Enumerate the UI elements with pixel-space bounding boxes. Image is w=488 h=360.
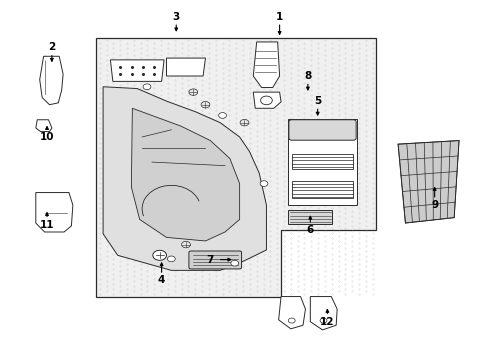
FancyBboxPatch shape xyxy=(188,251,241,269)
Polygon shape xyxy=(36,120,52,132)
Circle shape xyxy=(188,89,197,95)
Polygon shape xyxy=(96,39,375,297)
Circle shape xyxy=(240,120,248,126)
Bar xyxy=(288,119,356,205)
Bar xyxy=(291,154,352,169)
Text: 11: 11 xyxy=(40,220,54,230)
Polygon shape xyxy=(36,193,73,232)
Text: 7: 7 xyxy=(206,255,214,265)
Circle shape xyxy=(153,250,166,260)
Polygon shape xyxy=(40,56,63,105)
Circle shape xyxy=(143,84,151,90)
Text: 2: 2 xyxy=(48,42,56,52)
Text: 3: 3 xyxy=(172,12,180,22)
Circle shape xyxy=(288,318,295,323)
Text: 12: 12 xyxy=(320,317,334,327)
Text: 8: 8 xyxy=(304,71,311,81)
Bar xyxy=(291,181,352,198)
Circle shape xyxy=(260,96,272,105)
Polygon shape xyxy=(110,60,163,81)
Text: 1: 1 xyxy=(275,12,283,22)
Polygon shape xyxy=(278,297,305,329)
Text: 6: 6 xyxy=(306,225,313,235)
Text: 4: 4 xyxy=(158,275,165,285)
Circle shape xyxy=(218,113,226,118)
Polygon shape xyxy=(131,108,239,241)
Polygon shape xyxy=(397,140,458,223)
Text: 5: 5 xyxy=(313,96,321,106)
Text: 9: 9 xyxy=(430,200,437,210)
Circle shape xyxy=(167,256,175,262)
Circle shape xyxy=(260,181,267,186)
Polygon shape xyxy=(310,297,336,330)
Bar xyxy=(288,210,331,224)
Circle shape xyxy=(230,260,238,266)
FancyBboxPatch shape xyxy=(288,120,355,140)
Polygon shape xyxy=(253,92,281,108)
Circle shape xyxy=(201,102,209,108)
Text: 10: 10 xyxy=(40,132,54,142)
Polygon shape xyxy=(103,87,266,270)
Polygon shape xyxy=(166,58,205,76)
Circle shape xyxy=(320,318,326,323)
Circle shape xyxy=(181,241,190,248)
Polygon shape xyxy=(253,42,279,87)
